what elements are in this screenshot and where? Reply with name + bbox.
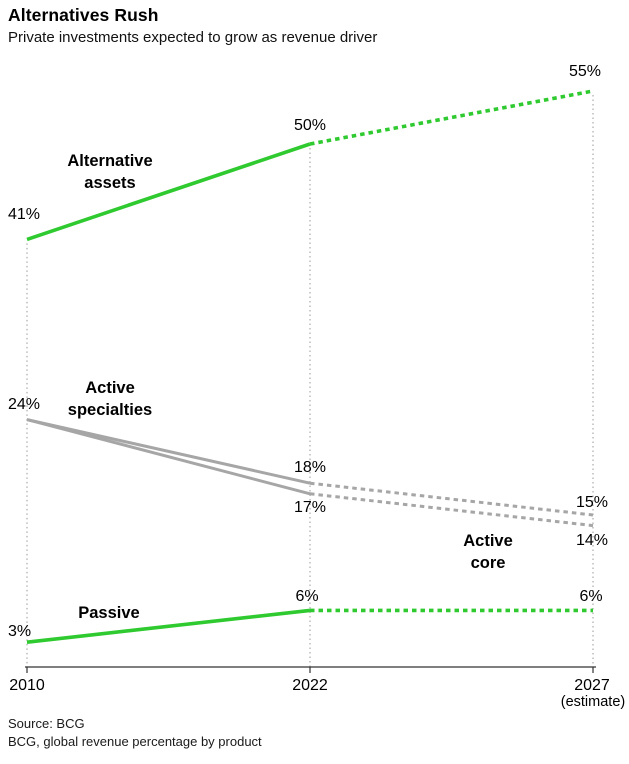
point-label-core-2027: 14% (575, 532, 609, 549)
point-label-spec-2022: 18% (293, 459, 327, 476)
point-label-alt-2022: 50% (293, 117, 327, 134)
x-tick-label-2022: 2022 (292, 677, 328, 694)
chart-subtitle: Private investments expected to grow as … (8, 29, 378, 46)
series-label-passive: Passive (78, 604, 140, 622)
point-label-alt-2010: 41% (8, 206, 41, 223)
source-line-1: Source: BCG (8, 716, 85, 731)
point-label-spec-2027: 15% (575, 494, 609, 511)
line-solid-alternative-assets (26, 142, 311, 242)
series-label-active-core: Active core (463, 532, 513, 572)
point-label-alt-2027: 55% (568, 63, 602, 80)
point-label-core-2022: 17% (293, 499, 327, 516)
series-label-alternative-assets: Alternative assets (67, 152, 153, 192)
source-note: Source: BCG BCG, global revenue percenta… (8, 715, 262, 751)
line-solid-active-core (26, 418, 311, 496)
line-dashed-alternative-assets (309, 89, 594, 146)
point-label-passive-2010: 3% (8, 623, 32, 640)
series-label-active-specialties: Active specialties (67, 379, 153, 419)
chart-title: Alternatives Rush (8, 5, 159, 25)
x-tick-label-2027: 2027 (574, 677, 610, 694)
line-solid-active-specialties (26, 418, 311, 485)
point-label-passive-2027: 6% (579, 588, 603, 605)
line-solid-passive (26, 608, 311, 644)
source-line-2: BCG, global revenue percentage by produc… (8, 734, 262, 749)
point-label-spec-2010: 24% (8, 396, 41, 413)
x-tick-estimate-note: (estimate) (560, 694, 626, 710)
x-tick-label-2010: 2010 (9, 677, 45, 694)
point-label-passive-2022: 6% (295, 588, 319, 605)
